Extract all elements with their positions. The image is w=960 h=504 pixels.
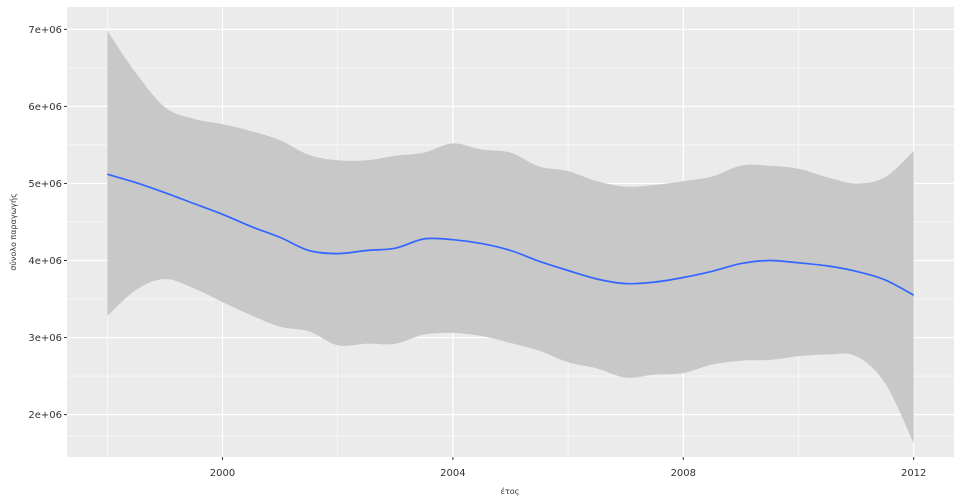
x-tick-label: 2008 bbox=[671, 468, 696, 479]
y-tick-label: 4e+06 bbox=[28, 256, 62, 267]
x-tick-label: 2004 bbox=[440, 468, 465, 479]
y-tick-label: 2e+06 bbox=[28, 410, 62, 421]
y-tick-label: 5e+06 bbox=[28, 179, 62, 190]
y-tick-label: 6e+06 bbox=[28, 102, 62, 113]
y-tick-label: 3e+06 bbox=[28, 333, 62, 344]
x-tick-label: 2000 bbox=[210, 468, 235, 479]
y-axis-title: σύνολο παραγωγής bbox=[8, 193, 18, 271]
y-tick-label: 7e+06 bbox=[28, 25, 62, 36]
confidence-band bbox=[107, 30, 914, 444]
y-axis-ticks: 2e+06 3e+06 4e+06 5e+06 6e+06 7e+06 bbox=[28, 25, 67, 421]
x-tick-label: 2012 bbox=[901, 468, 926, 479]
x-axis-ticks: 2000 2004 2008 2012 bbox=[210, 457, 926, 479]
x-axis-title: έτος bbox=[501, 486, 520, 496]
trend-line bbox=[107, 173, 915, 296]
